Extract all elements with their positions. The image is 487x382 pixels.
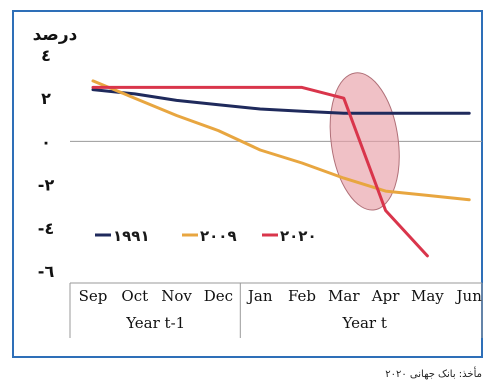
x-tick-label: Nov: [161, 287, 192, 305]
x-tick-label: Feb: [288, 287, 316, 305]
x-group-label: Year t-1: [125, 314, 185, 332]
y-axis-label: درصد: [33, 25, 78, 45]
source-note: مأخذ: بانک جهانی ۲۰۲۰: [385, 366, 482, 380]
legend-label: ۱۹۹۱: [113, 227, 150, 245]
series-line-1: [91, 79, 471, 202]
x-tick-label: Jan: [246, 287, 273, 305]
y-tick-label: ٢: [41, 89, 51, 108]
y-tick-label: ٤: [41, 46, 51, 65]
x-tick-label: Jun: [455, 287, 483, 305]
x-tick-label: Dec: [204, 287, 233, 305]
series-line-2: [91, 85, 429, 258]
y-tick-label: -٦: [38, 262, 55, 281]
x-tick-label: Sep: [79, 287, 108, 305]
series-line-0: [91, 88, 471, 115]
y-tick-label: -٤: [38, 219, 54, 238]
x-tick-label: Apr: [371, 287, 400, 305]
x-tick-label: Mar: [328, 287, 360, 305]
legend-label: ۲۰۰۹: [200, 227, 237, 245]
x-tick-label: May: [411, 287, 444, 305]
y-tick-label: -٢: [38, 176, 55, 195]
x-group-label: Year t: [342, 314, 387, 332]
x-tick-label: Oct: [121, 287, 148, 305]
legend-label: ۲۰۲۰: [280, 227, 317, 245]
y-tick-label: ٠: [41, 132, 51, 151]
chart-frame: [12, 10, 483, 358]
